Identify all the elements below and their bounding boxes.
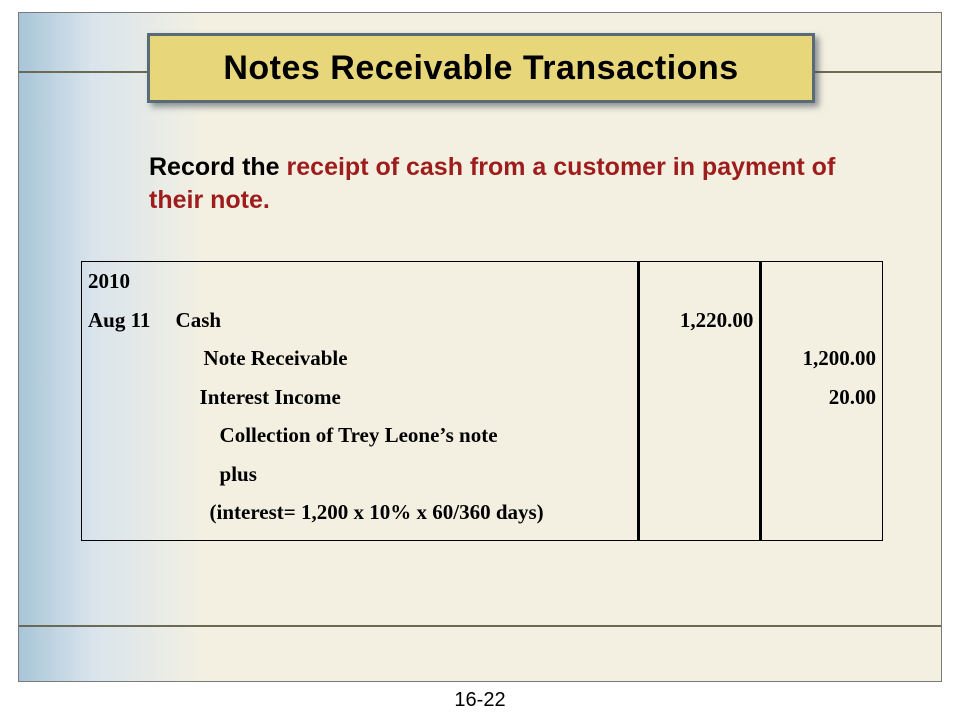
cell-description: Note Receivable [170, 339, 638, 378]
table-row [82, 532, 882, 540]
cell-date [82, 455, 170, 494]
cell-description: plus [170, 455, 638, 494]
cell-credit: 1,200.00 [760, 339, 882, 378]
page-number: 16-22 [0, 689, 960, 712]
cell-debit [638, 262, 760, 301]
cell-date: 2010 [82, 262, 170, 301]
cell-credit [760, 262, 882, 301]
cell-credit [760, 416, 882, 455]
table-row: 2010 [82, 262, 882, 301]
cell-debit [638, 493, 760, 532]
cell-date [82, 339, 170, 378]
cell-date [82, 532, 170, 540]
cell-debit [638, 532, 760, 540]
cell-credit [760, 493, 882, 532]
cell-description: Cash [170, 301, 638, 340]
cell-debit [638, 339, 760, 378]
table-row: plus [82, 455, 882, 494]
cell-date: Aug 11 [82, 301, 170, 340]
cell-date [82, 416, 170, 455]
instruction-text: Record the receipt of cash from a custom… [149, 151, 849, 216]
cell-debit [638, 455, 760, 494]
table-row: Collection of Trey Leone’s note [82, 416, 882, 455]
cell-date [82, 493, 170, 532]
horizontal-rule-bottom [19, 625, 941, 627]
table-row: (interest= 1,200 x 10% x 60/360 days) [82, 493, 882, 532]
cell-credit [760, 532, 882, 540]
table-row: Interest Income 20.00 [82, 378, 882, 417]
cell-credit: 20.00 [760, 378, 882, 417]
cell-credit [760, 455, 882, 494]
cell-description [170, 262, 638, 301]
table-row: Note Receivable 1,200.00 [82, 339, 882, 378]
journal-entry-table: 2010Aug 11Cash1,220.00Note Receivable1,2… [81, 261, 883, 541]
instruction-part1: Record the [149, 153, 287, 181]
cell-description: (interest= 1,200 x 10% x 60/360 days) [170, 493, 638, 532]
cell-description: Collection of Trey Leone’s note [170, 416, 638, 455]
cell-description: Interest Income [170, 378, 638, 417]
cell-debit [638, 378, 760, 417]
slide-frame: Notes Receivable Transactions Record the… [18, 12, 942, 682]
cell-debit: 1,220.00 [638, 301, 760, 340]
cell-debit [638, 416, 760, 455]
cell-date [82, 378, 170, 417]
cell-credit [760, 301, 882, 340]
cell-description [170, 532, 638, 540]
slide-title: Notes Receivable Transactions [223, 49, 738, 88]
title-box: Notes Receivable Transactions [147, 33, 815, 103]
table-row: Aug 11Cash1,220.00 [82, 301, 882, 340]
